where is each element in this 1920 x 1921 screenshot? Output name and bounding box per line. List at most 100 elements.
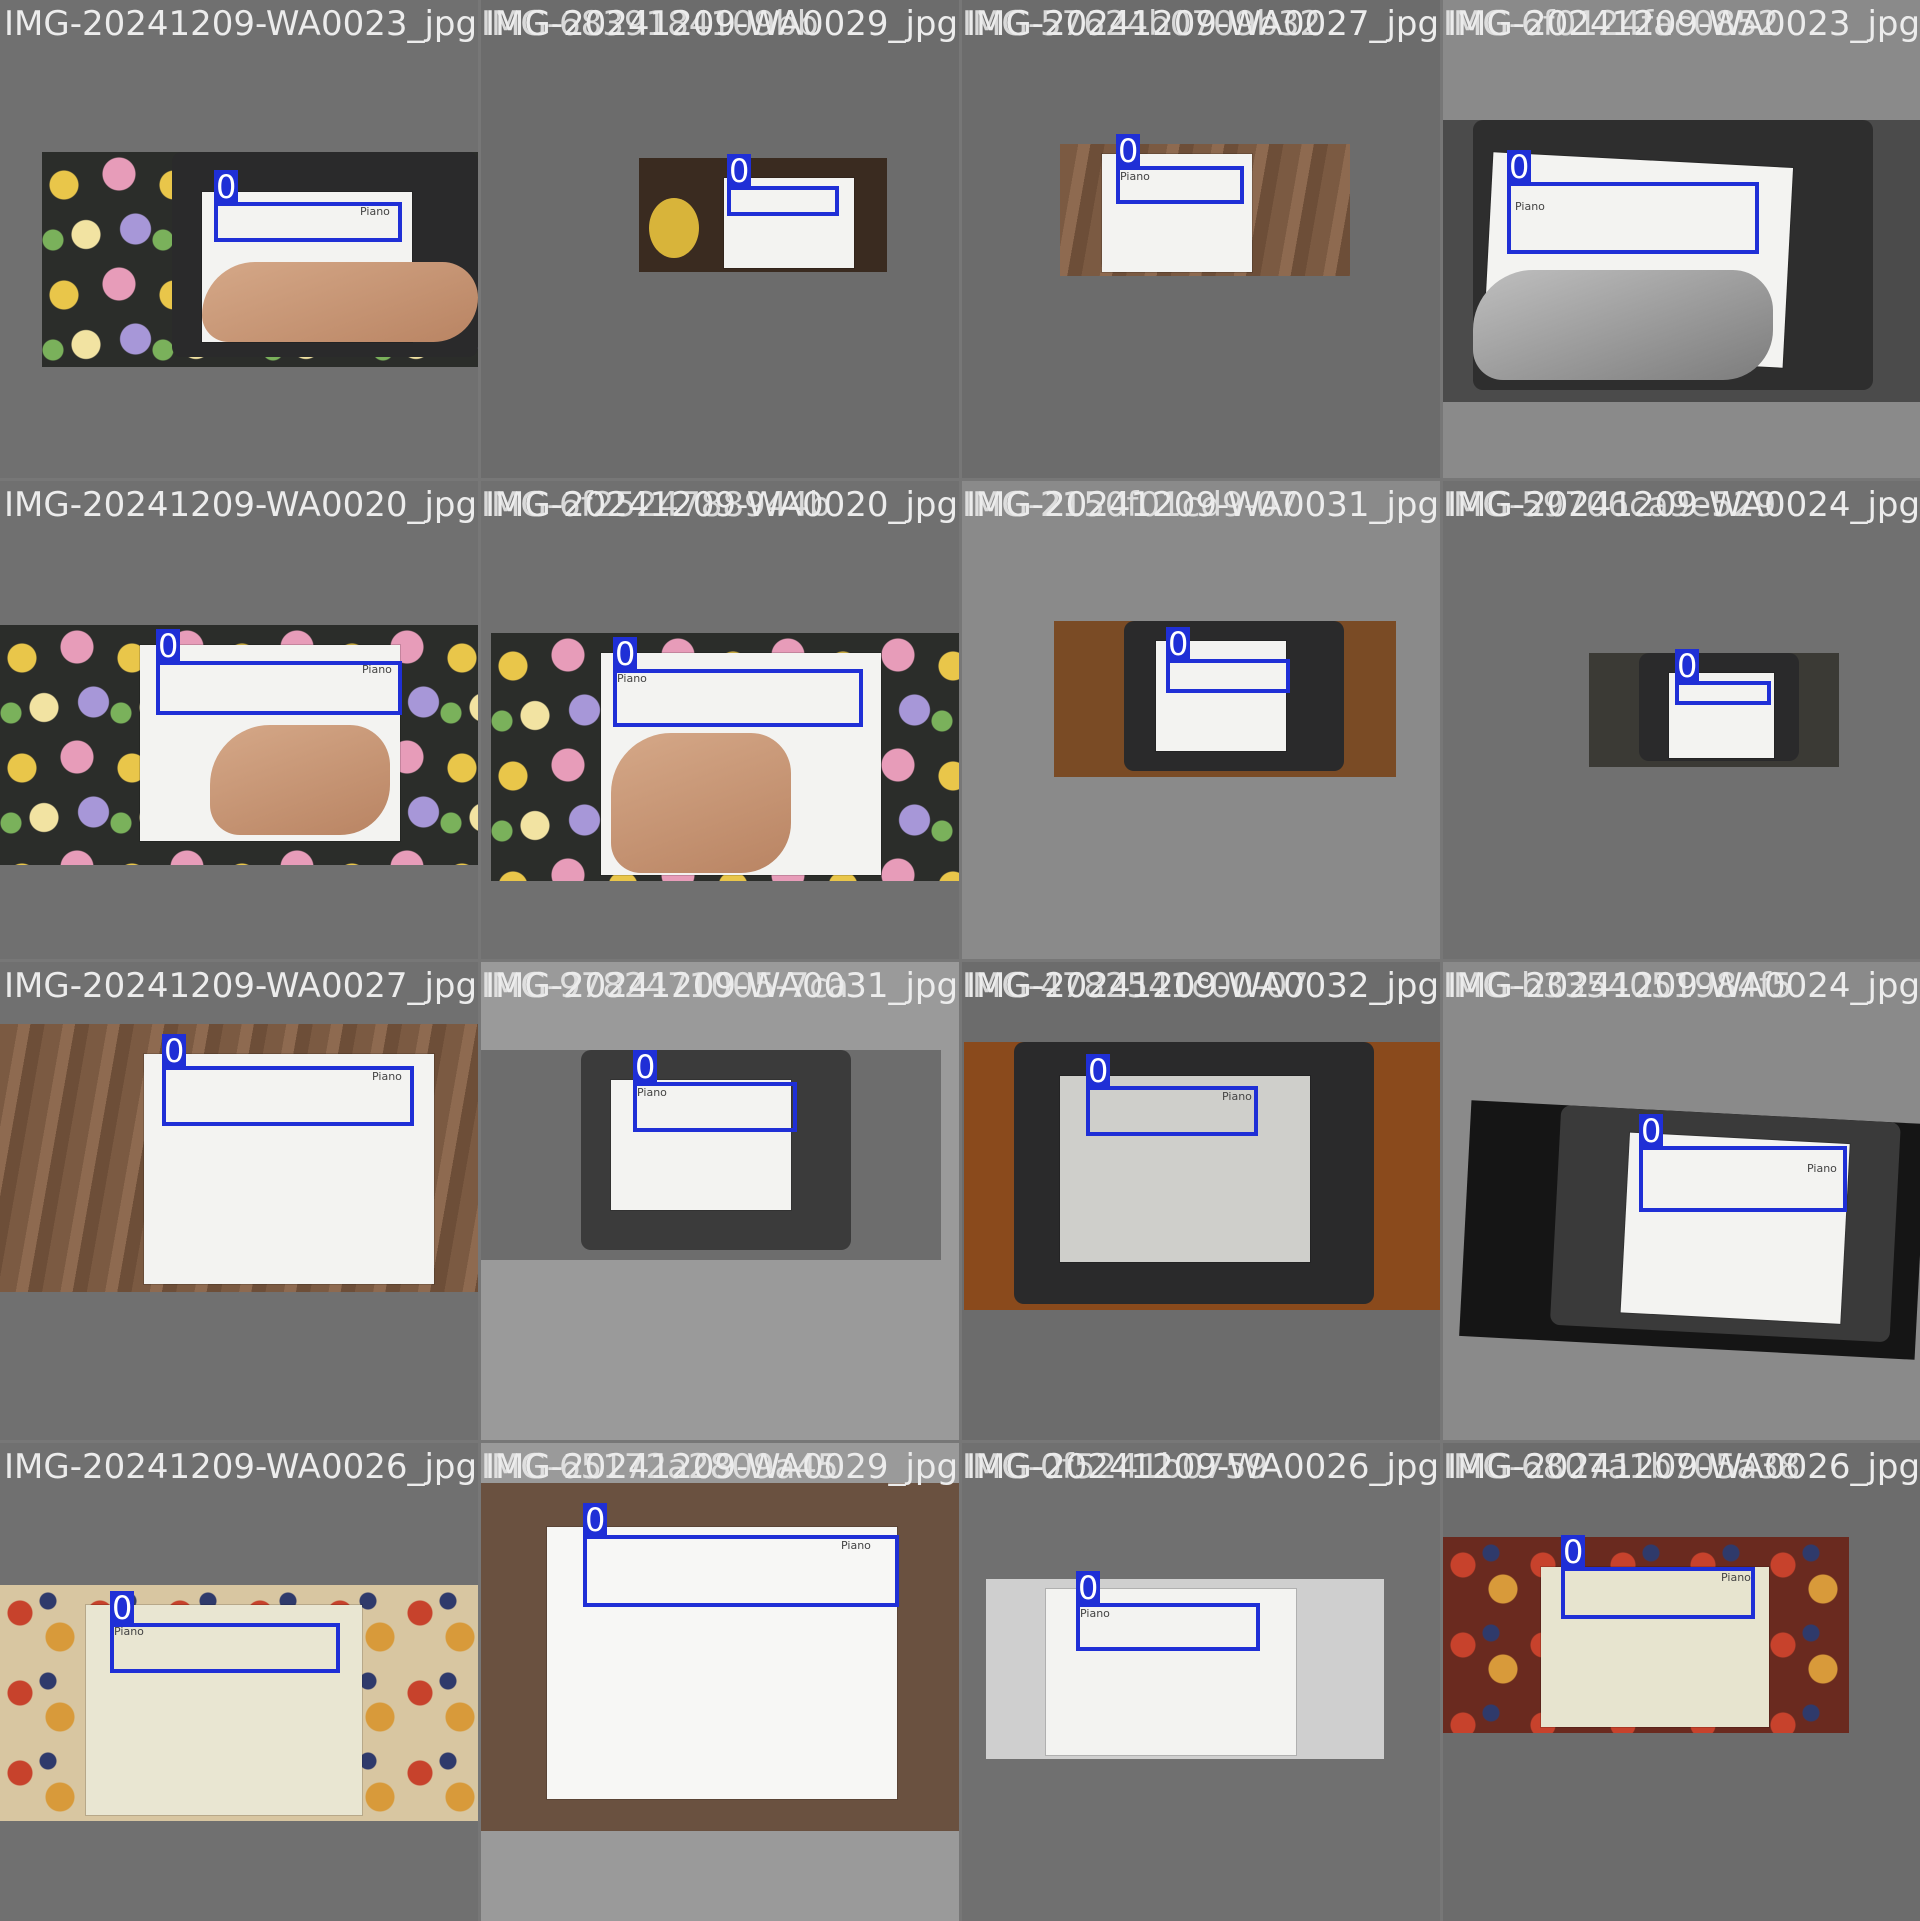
mosaic-tile: 0 Piano IMG-20241209-WA0027_jpg IMG-5762…	[962, 0, 1440, 478]
image-filename: IMG-20241209-WA0031_jpg	[966, 485, 1440, 525]
mosaic-tile: 0 IMG-20241209-WA0024_jpg IMG-59706ca9e5…	[1443, 481, 1920, 959]
handwritten-text: Piano	[114, 1625, 144, 1638]
class-label: 0	[633, 1048, 658, 1086]
class-label: 0	[1116, 132, 1141, 170]
image-filename: IMG-20241209-WA0026_jpg	[4, 1447, 478, 1487]
handwritten-text: Piano	[1721, 1571, 1751, 1584]
photo	[481, 1483, 959, 1831]
handwritten-text: Piano	[362, 663, 392, 676]
class-label: 0	[1086, 1052, 1111, 1090]
image-filename-overlap: IMG-6807a1b705a38	[1443, 1447, 1801, 1487]
photo	[0, 1585, 478, 1821]
handwritten-text: Piano	[1515, 200, 1545, 213]
image-filename-overlap: IMG-6f0124fac0852	[1443, 4, 1780, 44]
bounding-box	[156, 661, 402, 715]
photo	[0, 1024, 478, 1292]
handwritten-text: Piano	[841, 1539, 871, 1552]
class-label: 0	[1166, 625, 1191, 663]
mosaic-tile: 0 Piano IMG-20241209-WA0024_jpg IMG-b335…	[1443, 962, 1920, 1440]
image-filename: IMG-20241209-WA0024_jpg	[1447, 966, 1920, 1006]
image-filename: IMG-20241209-WA0026_jpg	[1447, 1447, 1920, 1487]
class-label: 0	[727, 152, 752, 190]
photo	[1060, 144, 1350, 276]
bounding-box	[1076, 1603, 1260, 1651]
class-label: 0	[1675, 647, 1700, 685]
bounding-box	[1086, 1086, 1258, 1136]
class-label: 0	[583, 1501, 608, 1539]
bounding-box	[1561, 1567, 1755, 1619]
image-filename: IMG-20241209-WA0023_jpg	[1447, 4, 1920, 44]
image-filename: IMG-20241209-WA0032_jpg	[966, 966, 1440, 1006]
image-filename-overlap: IMG-4782541c00-07	[962, 966, 1309, 1006]
bounding-box	[1166, 659, 1290, 693]
image-filename-overlap: IMG-2150f01cd9-07	[962, 485, 1300, 525]
bounding-box	[613, 669, 863, 727]
class-label: 0	[1076, 1569, 1101, 1607]
class-label: 0	[162, 1032, 187, 1070]
image-filename: IMG-20241209-WA0024_jpg	[1447, 485, 1920, 525]
photo	[1459, 1100, 1920, 1360]
handwritten-text: Piano	[372, 1070, 402, 1083]
photo	[964, 1042, 1440, 1310]
mosaic-tile: 0 Piano IMG-20241209-WA0029_jpg IMG-6517…	[481, 1443, 959, 1921]
photo	[639, 158, 887, 272]
image-filename-overlap: IMG-9782471005-7ca	[481, 966, 849, 1006]
mosaic-tile: 0 Piano IMG-20241209-WA0032_jpg IMG-4782…	[962, 962, 1440, 1440]
bounding-box	[583, 1535, 899, 1607]
image-filename: IMG-20241209-WA0029_jpg	[485, 1447, 959, 1487]
mosaic-tile: 0 Piano IMG-20241209-WA0020_jpg IMG-6f25…	[481, 481, 959, 959]
handwritten-text: Piano	[617, 672, 647, 685]
class-label: 0	[214, 168, 239, 206]
image-filename: IMG-20241209-WA0031_jpg	[485, 966, 959, 1006]
class-label: 0	[613, 635, 638, 673]
mosaic-tile: 0 Piano IMG-20241209-WA0026_jpg IMG-0f52…	[962, 1443, 1440, 1921]
mosaic-tile: 0 Piano IMG-20241209-WA0023_jpg	[0, 0, 478, 478]
handwritten-text: Piano	[637, 1086, 667, 1099]
mosaic-tile: 0 Piano IMG-20241209-WA0026_jpg IMG-6807…	[1443, 1443, 1920, 1921]
handwritten-text: Piano	[1120, 170, 1150, 183]
bounding-box	[162, 1066, 414, 1126]
handwritten-text: Piano	[1080, 1607, 1110, 1620]
class-label: 0	[1639, 1112, 1664, 1150]
photo	[1054, 621, 1396, 777]
image-filename-overlap: IMG-6f2524788944b	[481, 485, 831, 525]
handwritten-text: Piano	[360, 205, 390, 218]
photo	[1589, 653, 1839, 767]
image-filename-overlap: IMG-0f5241b0759	[962, 1447, 1269, 1487]
image-filename: IMG-20241209-WA0020_jpg	[485, 485, 959, 525]
class-label: 0	[1561, 1533, 1586, 1571]
photo	[1443, 120, 1920, 402]
photo	[42, 152, 478, 367]
image-filename-overlap: IMG-65172a2809a45	[481, 1447, 839, 1487]
bounding-box	[727, 186, 839, 216]
photo	[986, 1579, 1384, 1759]
class-label: 0	[156, 627, 181, 665]
mosaic-tile: 0 Piano IMG-20241209-WA0027_jpg	[0, 962, 478, 1440]
handwritten-text: Piano	[1222, 1090, 1252, 1103]
mosaic-tile: 0 Piano IMG-20241209-WA0031_jpg IMG-9782…	[481, 962, 959, 1440]
class-label: 0	[110, 1589, 135, 1627]
bounding-box	[1116, 166, 1244, 204]
mosaic-tile: 0 Piano IMG-20241209-WA0026_jpg	[0, 1443, 478, 1921]
bounding-box	[633, 1082, 797, 1132]
bounding-box	[1675, 681, 1771, 705]
photo	[491, 633, 959, 881]
bounding-box	[1507, 182, 1759, 254]
mosaic-tile: 0 Piano IMG-20241209-WA0020_jpg	[0, 481, 478, 959]
bounding-box	[1639, 1146, 1847, 1212]
image-filename: IMG-20241209-WA0029_jpg	[485, 4, 959, 44]
mosaic-tile: 0 Piano IMG-20241209-WA0023_jpg IMG-6f01…	[1443, 0, 1920, 478]
image-filename-overlap: IMG-59706ca9e529	[1443, 485, 1777, 525]
image-filename: IMG-20241209-WA0027_jpg	[966, 4, 1440, 44]
image-filename-overlap: IMG-6839184109bb	[481, 4, 819, 44]
image-filename: IMG-20241209-WA0020_jpg	[4, 485, 478, 525]
image-filename-overlap: IMG-b3354051984f5	[1443, 966, 1793, 1006]
image-filename: IMG-20241209-WA0026_jpg	[966, 1447, 1440, 1487]
photo	[481, 1050, 941, 1260]
handwritten-text: Piano	[1807, 1162, 1837, 1175]
image-filename: IMG-20241209-WA0027_jpg	[4, 966, 478, 1006]
image-filename-overlap: IMG-57624b0709b32	[962, 4, 1322, 44]
bounding-box	[214, 202, 402, 242]
mosaic-tile: 0 IMG-20241209-WA0029_jpg IMG-6839184109…	[481, 0, 959, 478]
